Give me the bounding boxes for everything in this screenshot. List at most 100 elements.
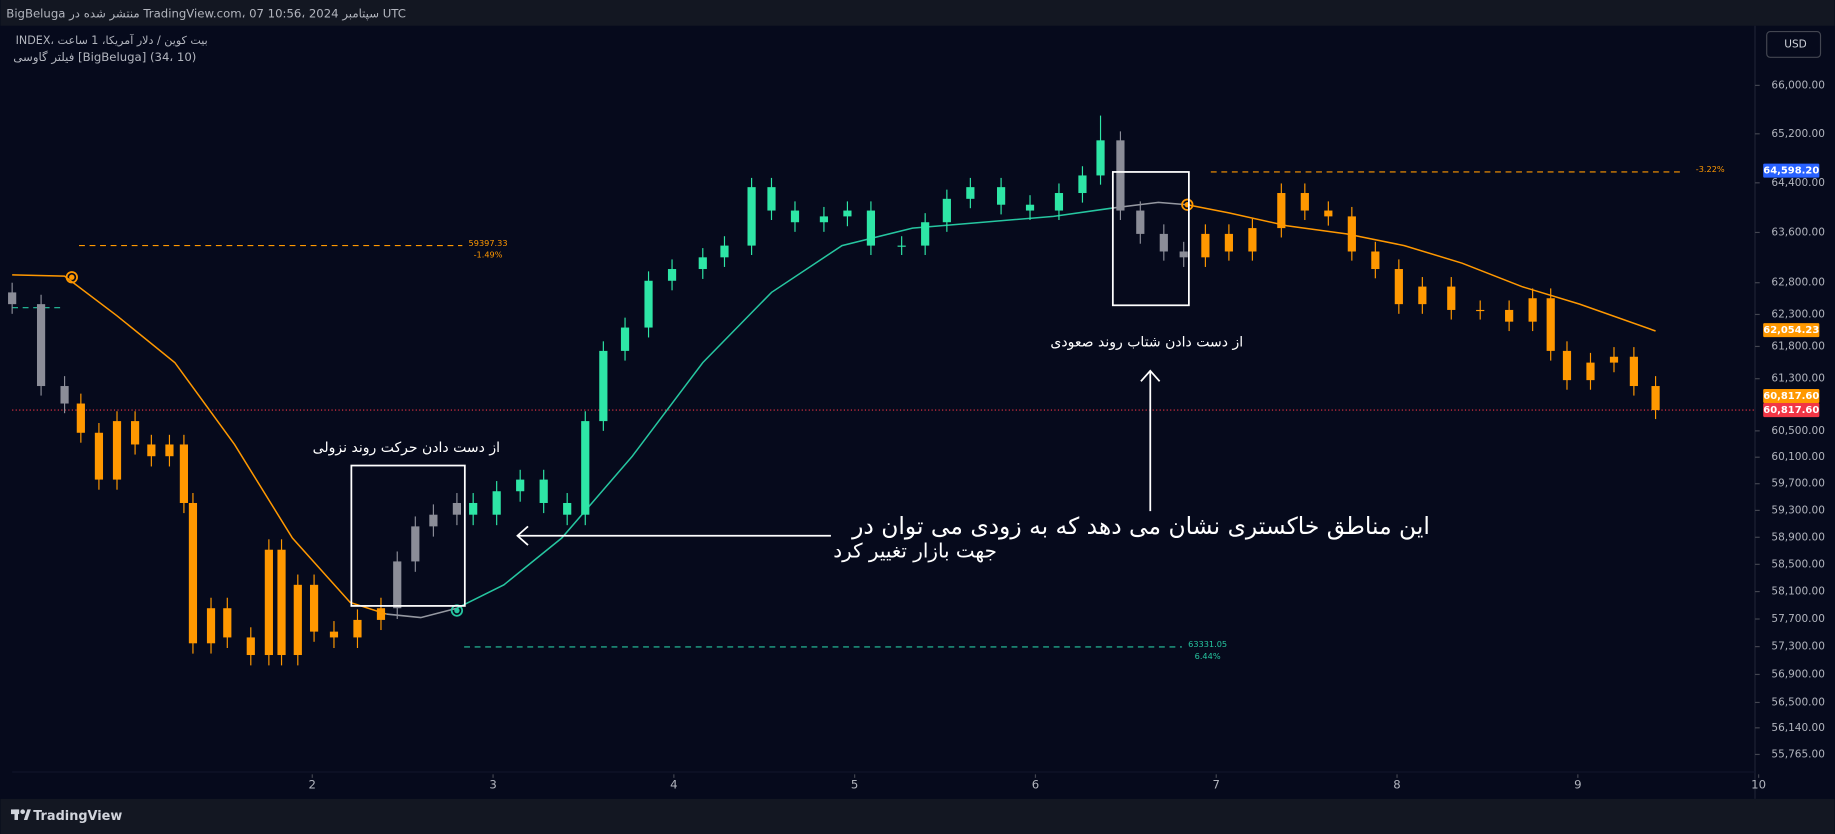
candle-body [843, 210, 852, 217]
candle-body [1418, 286, 1427, 305]
y-tick-label: 58,100.00 [1771, 586, 1825, 598]
candle-body [1505, 309, 1514, 322]
candle-body [790, 210, 800, 223]
candle-body [1025, 204, 1035, 211]
price-tag [1763, 403, 1820, 418]
candle-body [581, 421, 590, 515]
annotation-text: از دست دادن حرکت روند نزولی [313, 440, 500, 456]
candle-body [819, 216, 829, 223]
candle-body [1629, 356, 1638, 387]
annotation-main: این مناطق خاکستری نشان می دهد که به زودی… [851, 512, 1430, 540]
candle-body [1546, 298, 1555, 351]
header-text: BigBeluga منتشر شده در TradingView.com، … [6, 7, 406, 22]
candle-body [866, 210, 876, 246]
price-tag-label: 60,817.60 [1763, 405, 1819, 416]
candle-body [188, 502, 198, 644]
brand-name: TradingView [33, 809, 122, 824]
candle-body [1562, 350, 1572, 381]
annotation-text: از دست دادن شتاب روند صعودی [1050, 335, 1243, 351]
candle-body [165, 444, 174, 457]
x-tick-label: 3 [489, 777, 496, 791]
y-tick-label: 63,600.00 [1771, 226, 1825, 238]
candle-body [1447, 286, 1456, 310]
y-tick-label: 56,900.00 [1771, 668, 1825, 680]
price-tag-label: 60,817.60 [1763, 391, 1819, 402]
candle-body [1179, 251, 1188, 258]
candle-body [147, 444, 156, 457]
x-tick-label: 8 [1393, 777, 1400, 791]
signal-marker-dot [69, 274, 75, 280]
y-tick-label: 60,500.00 [1771, 425, 1825, 437]
candle-body [921, 222, 930, 246]
arrow-head [516, 525, 529, 546]
candle-body [767, 187, 776, 211]
y-tick-label: 60,100.00 [1771, 451, 1825, 463]
candle-body [429, 514, 438, 527]
candle-body [599, 350, 608, 422]
level-label: 63331.05 [1188, 639, 1227, 649]
candle-body [1347, 216, 1356, 252]
y-tick-label: 56,500.00 [1771, 696, 1825, 708]
legend-indicator: فیلتر گاوسی [BigBeluga] (34، 10) [13, 50, 196, 65]
currency-label[interactable]: USD [1784, 38, 1806, 50]
currency-button[interactable] [1766, 30, 1822, 58]
price-tag [1763, 163, 1820, 178]
filter-line [456, 207, 1112, 609]
candle-body [223, 608, 232, 638]
candle-body [469, 502, 478, 515]
brand-logo [20, 809, 26, 815]
candle-body [452, 502, 461, 515]
candle-body [277, 549, 286, 656]
candle-body [393, 561, 402, 609]
y-tick-label: 65,200.00 [1771, 128, 1825, 140]
candle-body [897, 245, 906, 247]
candle-body [997, 187, 1006, 205]
candle-body [1054, 193, 1064, 211]
x-tick-label: 9 [1574, 777, 1581, 791]
y-tick-label: 64,400.00 [1771, 177, 1825, 189]
x-tick-label: 6 [1032, 777, 1039, 791]
candle-body [1224, 233, 1233, 252]
candle-body [1201, 233, 1210, 258]
candle-body [1371, 251, 1380, 270]
candle-body [1528, 298, 1537, 322]
candle-body [76, 403, 85, 433]
candle-body [1476, 309, 1485, 312]
candle-body [130, 421, 140, 445]
y-tick-label: 61,300.00 [1771, 373, 1825, 385]
y-tick-label: 59,700.00 [1771, 478, 1825, 490]
candle-body [1248, 228, 1257, 252]
y-tick-label: 56,140.00 [1771, 722, 1825, 734]
price-tag [1763, 389, 1820, 404]
y-tick-label: 55,765.00 [1771, 748, 1825, 760]
level-label: -1.49% [474, 249, 503, 259]
signal-marker [1181, 198, 1194, 211]
price-tag-label: 64,598.20 [1763, 166, 1819, 177]
candle-body [206, 608, 216, 644]
candle-body [1609, 356, 1619, 363]
annotation-box [1111, 171, 1190, 307]
candle-body [1159, 233, 1168, 252]
candle-body [309, 584, 319, 632]
candle-body [376, 608, 386, 620]
candle-body [539, 479, 548, 503]
candle-body [112, 421, 122, 480]
annotation-box [350, 464, 466, 607]
signal-marker [65, 271, 78, 284]
x-tick-label: 5 [851, 777, 858, 791]
y-tick-label: 57,700.00 [1771, 613, 1825, 625]
candle-body [516, 479, 525, 492]
candle-body [966, 187, 975, 199]
candle-body [1324, 210, 1333, 217]
price-tag-label: 62,054.23 [1763, 325, 1819, 336]
candle-body [179, 444, 188, 503]
candle-body [747, 187, 756, 246]
y-tick-label: 58,500.00 [1771, 558, 1825, 570]
filter-line [386, 607, 458, 619]
y-tick-label: 57,300.00 [1771, 641, 1825, 653]
candle-body [644, 280, 653, 328]
filter-line [1187, 203, 1656, 332]
